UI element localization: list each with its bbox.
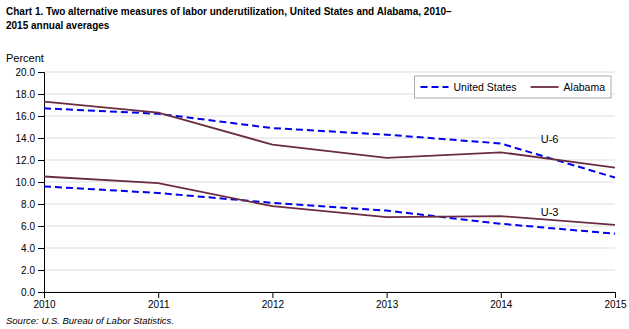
title: 2015 annual averages: [6, 20, 110, 31]
tick-mark: [38, 204, 44, 205]
y-tick: 12.0: [16, 155, 44, 166]
y-tick: 10.0: [16, 177, 44, 188]
legend-frame: [415, 76, 612, 98]
x-tick: 2015: [604, 292, 627, 310]
legend-label: Alabama: [564, 81, 606, 93]
tick-mark: [38, 292, 44, 293]
tick-label: 4.0: [21, 243, 35, 254]
tick-mark: [38, 94, 44, 95]
y-tick: 8.0: [21, 199, 44, 210]
y-tick: 4.0: [21, 243, 44, 254]
y-tick: 20.0: [16, 67, 44, 78]
grid-line: [44, 204, 615, 205]
y-tick: 16.0: [16, 111, 44, 122]
y-axis: 0.0 2.0 4.0 6.0 8.0 10.0 12.0 14.0 16.0 18.0 20.0: [16, 67, 45, 298]
y-tick: 0.0: [21, 287, 44, 298]
x-tick: 2013: [376, 292, 399, 310]
tick-label: 10.0: [16, 177, 36, 188]
tick-mark: [158, 292, 159, 298]
tick-label: 14.0: [16, 133, 36, 144]
lines: [44, 102, 615, 234]
title: Chart 1. Two alternative measures of lab…: [6, 6, 452, 17]
legend: United States Alabama: [415, 76, 612, 98]
series-line: [44, 108, 615, 177]
y-tick: 2.0: [21, 265, 44, 276]
legend-item: United States: [421, 81, 517, 93]
source: Source: U.S. Bureau of Labor Statistics.: [6, 315, 174, 326]
y-axis-label: Percent: [6, 52, 44, 64]
tick-mark: [615, 292, 616, 298]
tick-label: 2.0: [21, 265, 35, 276]
tick-label: 2010: [33, 299, 56, 310]
legend-swatch: [531, 86, 559, 88]
tick-mark: [38, 138, 44, 139]
tick-mark: [501, 292, 502, 298]
legend-item: Alabama: [531, 81, 606, 93]
tick-mark: [38, 72, 44, 73]
x-tick: 2012: [262, 292, 285, 310]
tick-label: 2013: [376, 299, 399, 310]
tick-mark: [38, 182, 44, 183]
x-tick: 2014: [490, 292, 513, 310]
x-tick: 2011: [148, 292, 170, 310]
series-line: [44, 177, 615, 225]
tick-label: 18.0: [16, 89, 36, 100]
legend-swatch: [421, 86, 449, 88]
tick-label: 2011: [148, 299, 170, 310]
tick-label: 20.0: [16, 67, 36, 78]
tick-mark: [38, 270, 44, 271]
tick-label: 2015: [604, 299, 627, 310]
tick-mark: [38, 160, 44, 161]
x-tick: 2010: [33, 292, 56, 310]
annotation: U-6: [541, 133, 559, 145]
tick-label: 8.0: [21, 199, 35, 210]
plot: 0.0 2.0 4.0 6.0 8.0 10.0 12.0 14.0 16.0 18.0 20.0 2…: [16, 67, 628, 310]
y-tick: 14.0: [16, 133, 44, 144]
series-line: [44, 186, 615, 233]
y-tick: 6.0: [21, 221, 44, 232]
legend-label: United States: [454, 81, 517, 93]
tick-label: 12.0: [16, 155, 36, 166]
tick-label: 2014: [490, 299, 513, 310]
y-tick: 18.0: [16, 89, 44, 100]
annotation: U-3: [541, 206, 559, 218]
grid-line: [44, 160, 615, 161]
tick-label: 2012: [262, 299, 285, 310]
axis-line: [45, 293, 616, 299]
tick-mark: [38, 248, 44, 249]
tick-label: 16.0: [16, 111, 36, 122]
grid: [44, 72, 615, 292]
tick-mark: [44, 292, 45, 298]
tick-mark: [387, 292, 388, 298]
grid-line: [44, 116, 615, 117]
tick-mark: [38, 116, 44, 117]
tick-mark: [38, 226, 44, 227]
grid-line: [44, 138, 615, 139]
annotations: U-6 U-3: [541, 133, 559, 218]
axis-line: [38, 73, 45, 293]
series-line: [44, 102, 615, 168]
tick-label: 6.0: [21, 221, 35, 232]
grid-line: [44, 248, 615, 249]
tick-mark: [272, 292, 273, 298]
chart: Chart 1. Two alternative measures of lab…: [0, 0, 629, 329]
grid-line: [44, 270, 615, 271]
x-axis: 2010 2011 2012 2013 2014 2015: [33, 292, 627, 310]
grid-line: [44, 72, 615, 73]
tick-label: 0.0: [21, 287, 35, 298]
